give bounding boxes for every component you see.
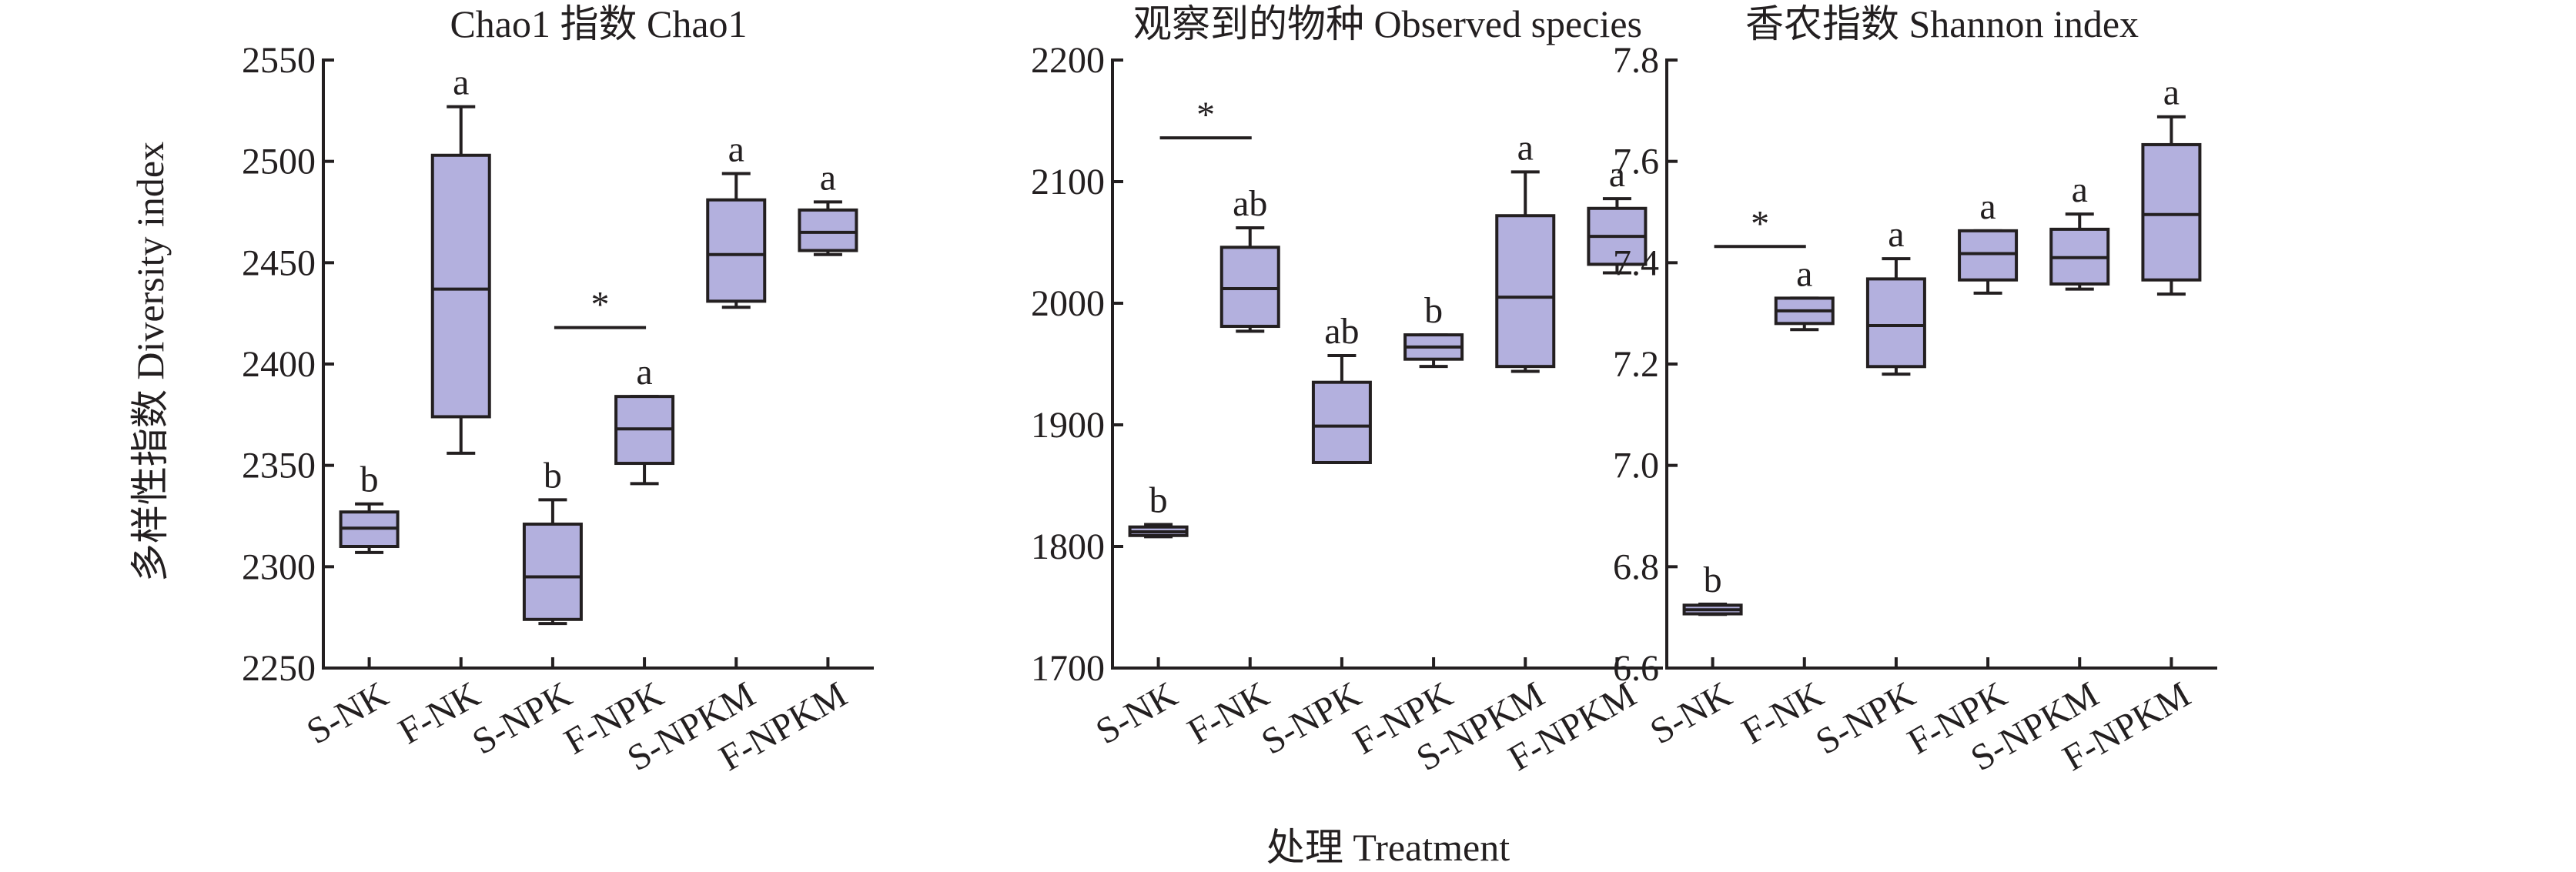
- box-plot-S-NK: b: [1682, 560, 1743, 616]
- iqr-box: [706, 198, 767, 303]
- y-tick-label: 2500: [242, 142, 316, 182]
- iqr-box: [522, 523, 583, 621]
- significance-letter: a: [2163, 72, 2180, 113]
- box-plot-F-NPKM: a: [798, 157, 858, 256]
- y-axis-title: 多样性指数 Diversity index: [129, 142, 172, 582]
- box-plot-F-NPK: b: [1403, 290, 1464, 369]
- panel-title: 观察到的物种 Observed species: [1133, 2, 1642, 45]
- y-tick-label: 2200: [1031, 40, 1105, 81]
- y-tick-label: 2400: [242, 344, 316, 385]
- y-tick-label: 2450: [242, 242, 316, 283]
- iqr-box: [2141, 142, 2202, 282]
- significance-star: *: [1196, 95, 1215, 135]
- y-tick-label: 2550: [242, 40, 316, 81]
- box-plot-F-NK: ab: [1219, 183, 1280, 333]
- box-plot-S-NPK: ab: [1311, 311, 1372, 464]
- significance-letter: b: [544, 455, 562, 496]
- significance-letter: a: [453, 62, 469, 103]
- significance-star: *: [1751, 203, 1769, 244]
- iqr-box: [798, 208, 858, 252]
- y-tick-label: 2250: [242, 648, 316, 689]
- y-tick-label: 7.0: [1613, 446, 1659, 486]
- chart-panel-3: 香农指数 Shannon index 6.6 6.8 7.0 7.2 7.4 7.6 7.8 S…: [1613, 2, 2217, 779]
- significance-letter: a: [728, 129, 744, 169]
- significance-letter: a: [1979, 186, 1996, 227]
- y-tick-label: 2350: [242, 446, 316, 486]
- panel-title: 香农指数 Shannon index: [1745, 2, 2139, 45]
- significance-letter: a: [1517, 127, 1534, 168]
- box-plot-S-NK: b: [339, 459, 400, 554]
- y-tick-label: 2000: [1031, 283, 1105, 324]
- x-tick-label: S-NPK: [466, 673, 579, 762]
- x-axis-title: 处理 Treatment: [1266, 826, 1510, 869]
- significance-letter: a: [636, 352, 652, 393]
- significance-letter: a: [1609, 154, 1625, 195]
- significance-letter: a: [1796, 253, 1812, 294]
- significance-letter: b: [1149, 480, 1168, 521]
- significance-letter: a: [820, 157, 836, 198]
- box-plot-S-NPKM: a: [706, 129, 767, 309]
- y-tick-label: 7.6: [1613, 142, 1659, 182]
- chart-panel-1: Chao1 指数 Chao1 2250 2300 2350 2400 2450 2500 25…: [242, 2, 874, 779]
- box-plot-S-NPKM: a: [1495, 127, 1556, 373]
- iqr-box: [1958, 229, 2019, 282]
- x-tick-label: S-NPK: [1809, 673, 1922, 762]
- iqr-box: [1495, 214, 1556, 369]
- significance-letter: a: [1888, 214, 1904, 255]
- significance-star: *: [591, 285, 610, 326]
- significance-letter: b: [1704, 560, 1722, 600]
- chart-panel-2: 观察到的物种 Observed species 1700 1800 1900 2000 2…: [1031, 2, 1663, 779]
- box-plot-S-NK: b: [1128, 480, 1189, 539]
- significance-letter: ab: [1324, 311, 1359, 352]
- iqr-box: [1219, 246, 1280, 329]
- y-tick-label: 6.8: [1613, 546, 1659, 587]
- y-tick-label: 1900: [1031, 405, 1105, 446]
- panel-title: Chao1 指数 Chao1: [450, 2, 747, 45]
- box-plot-F-NK: a: [1774, 253, 1835, 332]
- box-plot-F-NPKM: a: [2141, 72, 2202, 296]
- iqr-box: [1865, 277, 1926, 369]
- significance-letter: b: [1424, 290, 1443, 331]
- box-plot-F-NPKM: a: [1587, 154, 1648, 275]
- y-tick-label: 7.4: [1613, 242, 1659, 283]
- significance-letter: a: [2072, 169, 2088, 210]
- y-tick-label: 1800: [1031, 526, 1105, 567]
- iqr-box: [430, 153, 491, 419]
- significance-letter: ab: [1233, 183, 1267, 224]
- y-tick-label: 7.2: [1613, 344, 1659, 385]
- box-plot-F-NPK: a: [1958, 186, 2019, 295]
- iqr-box: [1311, 380, 1372, 464]
- y-tick-label: 2100: [1031, 162, 1105, 202]
- significance-letter: b: [360, 459, 379, 500]
- y-tick-label: 7.8: [1613, 40, 1659, 81]
- y-tick-label: 6.6: [1613, 648, 1659, 689]
- box-plot-S-NPK: b: [522, 455, 583, 626]
- y-tick-label: 1700: [1031, 648, 1105, 689]
- box-plot-F-NK: a: [430, 62, 491, 455]
- box-plot-S-NPKM: a: [2049, 169, 2110, 291]
- box-plot-S-NPK: a: [1865, 214, 1926, 376]
- box-plot-F-NPK: a: [614, 352, 675, 486]
- x-tick-label: S-NPK: [1255, 673, 1368, 762]
- y-tick-label: 2300: [242, 546, 316, 587]
